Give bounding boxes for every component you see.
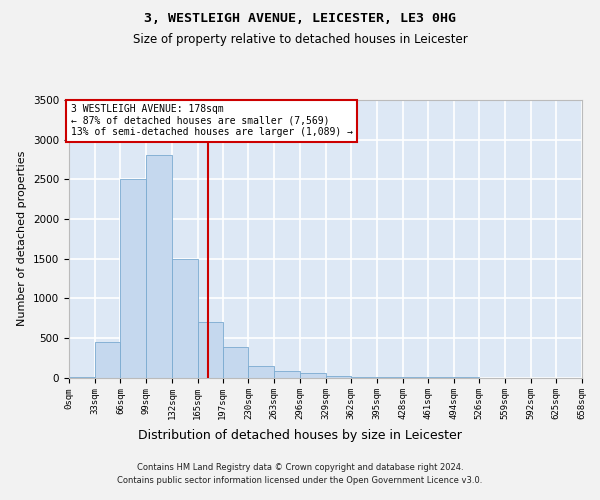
Text: 3 WESTLEIGH AVENUE: 178sqm
← 87% of detached houses are smaller (7,569)
13% of s: 3 WESTLEIGH AVENUE: 178sqm ← 87% of deta… (71, 104, 353, 137)
Bar (351, 376, 377, 378)
Text: Size of property relative to detached houses in Leicester: Size of property relative to detached ho… (133, 32, 467, 46)
Bar (172, 258, 197, 378)
Text: Contains HM Land Registry data © Crown copyright and database right 2024.: Contains HM Land Registry data © Crown c… (137, 464, 463, 472)
Bar (223, 348, 248, 378)
Y-axis label: Number of detached properties: Number of detached properties (17, 151, 28, 326)
Bar (146, 156, 172, 378)
Bar (197, 322, 223, 378)
Text: Distribution of detached houses by size in Leicester: Distribution of detached houses by size … (138, 428, 462, 442)
Bar (325, 376, 351, 378)
Bar (274, 371, 300, 378)
Bar (300, 372, 325, 378)
Bar (121, 180, 146, 378)
Bar (248, 366, 274, 378)
Text: 3, WESTLEIGH AVENUE, LEICESTER, LE3 0HG: 3, WESTLEIGH AVENUE, LEICESTER, LE3 0HG (144, 12, 456, 26)
Text: Contains public sector information licensed under the Open Government Licence v3: Contains public sector information licen… (118, 476, 482, 485)
Bar (95, 342, 121, 378)
